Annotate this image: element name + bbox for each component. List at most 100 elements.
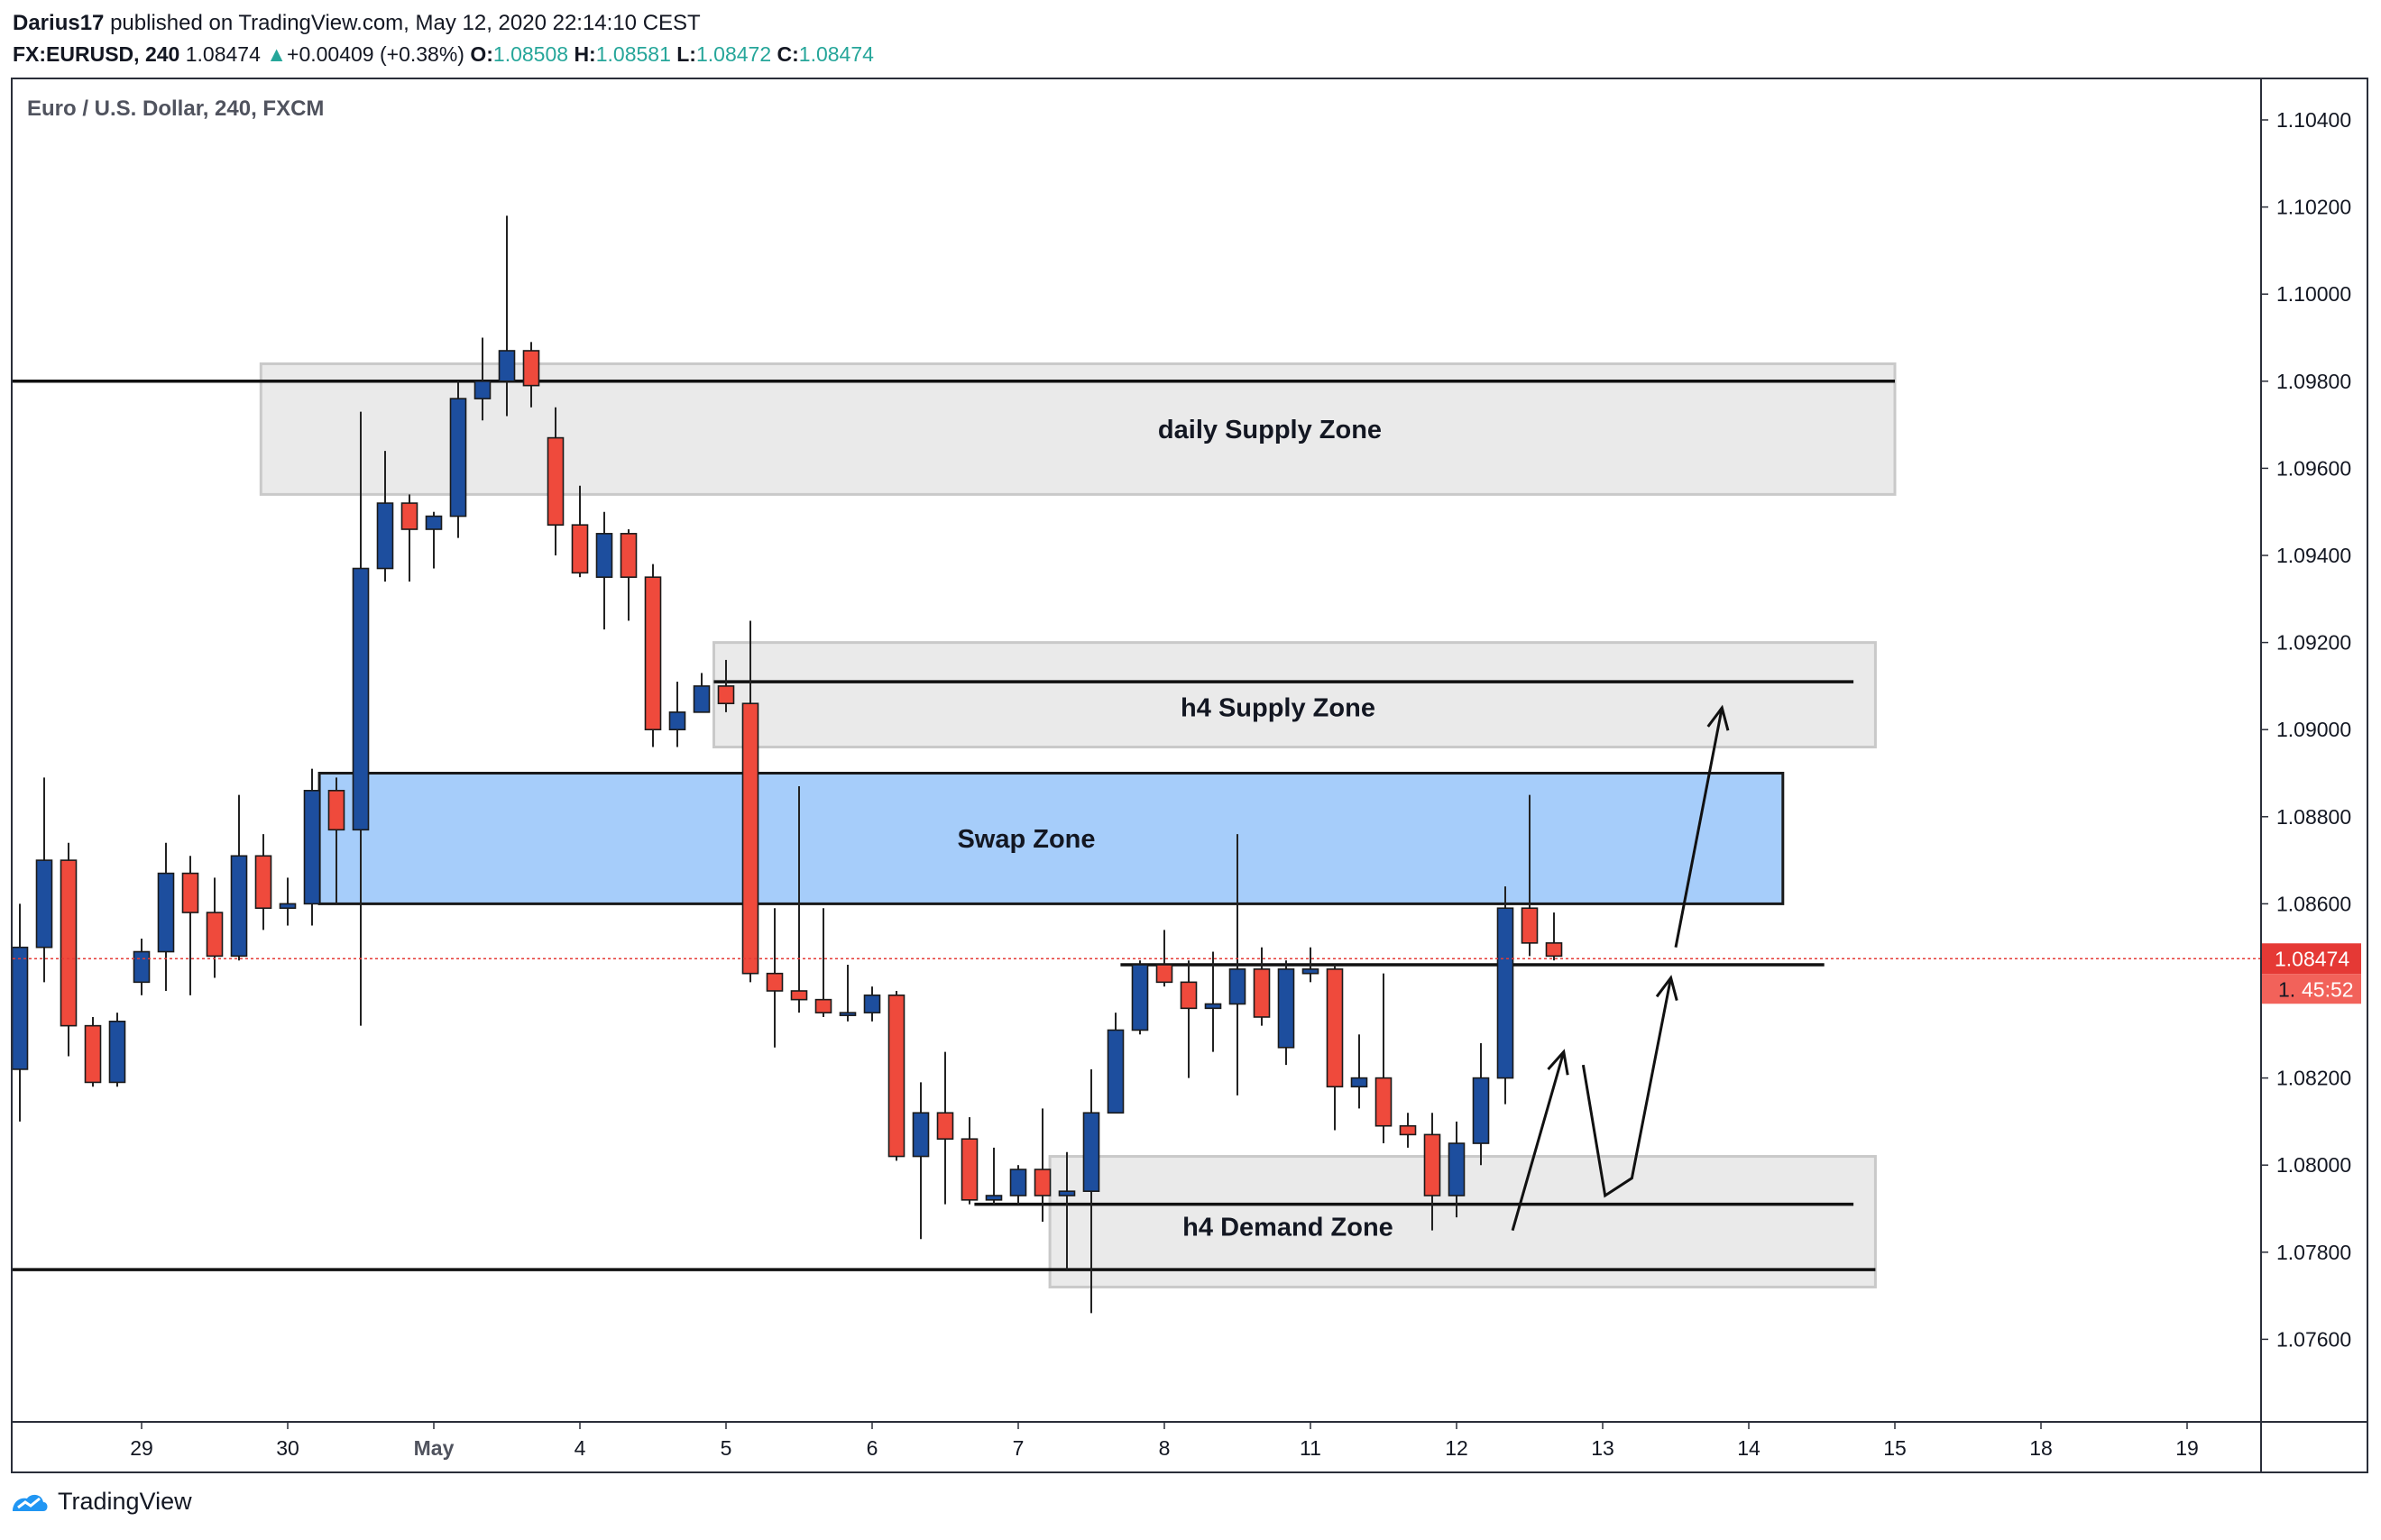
candle[interactable] [961, 1117, 979, 1205]
candle[interactable] [1374, 973, 1393, 1144]
candle-body-down [644, 576, 662, 731]
candle[interactable] [376, 451, 394, 582]
candle[interactable] [1472, 1042, 1490, 1166]
candle[interactable] [839, 965, 857, 1022]
candle[interactable] [717, 659, 735, 712]
projection-arrow-2 [1674, 707, 1724, 948]
candle[interactable] [912, 1082, 930, 1240]
candle[interactable] [181, 856, 199, 995]
candle[interactable] [254, 834, 272, 930]
candle-body-down [887, 995, 906, 1158]
candle[interactable] [425, 511, 443, 569]
candle[interactable] [522, 342, 540, 408]
candle[interactable] [887, 991, 906, 1161]
candle[interactable] [13, 903, 29, 1122]
candle[interactable] [1423, 1113, 1441, 1231]
candle[interactable] [571, 485, 589, 578]
candle[interactable] [352, 411, 370, 1026]
candle-body-down [1521, 907, 1539, 944]
candle[interactable] [108, 1013, 126, 1087]
candle[interactable] [936, 1051, 954, 1205]
y-tick-label: 1.08600 [2276, 892, 2351, 915]
candle[interactable] [1082, 1068, 1100, 1314]
candle[interactable] [1253, 947, 1271, 1026]
candle[interactable] [693, 673, 711, 713]
projection-arrow-1 [1581, 977, 1673, 1198]
candle[interactable] [1204, 951, 1222, 1052]
candle[interactable] [1058, 1151, 1076, 1270]
high-label: H: [574, 42, 596, 66]
candle[interactable] [1301, 947, 1319, 983]
candle[interactable] [1545, 912, 1563, 961]
candle[interactable] [35, 777, 53, 983]
candle[interactable] [1521, 794, 1539, 957]
candle[interactable] [303, 768, 321, 926]
change-up-icon: ▲ [266, 42, 288, 66]
high-value: 1.08581 [595, 42, 671, 66]
candle[interactable] [473, 337, 492, 421]
candle-body-up [1350, 1077, 1368, 1088]
candle[interactable] [741, 620, 759, 983]
candle[interactable] [157, 842, 175, 991]
candle-body-down [60, 859, 78, 1027]
y-tick-label: 1.09200 [2276, 631, 2351, 655]
candle[interactable] [1228, 834, 1246, 1095]
candle-body-up [693, 685, 711, 713]
author-name[interactable]: Darius17 [13, 11, 105, 35]
y-tick-label: 1.07800 [2276, 1241, 2351, 1264]
countdown-tag [2262, 974, 2361, 1004]
candle[interactable] [790, 785, 808, 1013]
candle[interactable] [1326, 965, 1344, 1131]
candle[interactable] [863, 986, 881, 1022]
candle[interactable] [1034, 1108, 1052, 1222]
candle[interactable] [60, 842, 78, 1057]
tradingview-brand: TradingView [58, 1488, 192, 1515]
current-price-value: 1.08474 [2275, 947, 2349, 970]
candle[interactable] [449, 380, 467, 538]
candle-body-down [84, 1024, 102, 1084]
candle[interactable] [547, 407, 565, 555]
candle-body-up [1496, 907, 1514, 1079]
candle[interactable] [327, 777, 345, 904]
candle-body-up [1228, 968, 1246, 1005]
arrow-head-icon [1655, 975, 1678, 1002]
candle-body-down [254, 855, 272, 910]
candle[interactable] [766, 908, 784, 1048]
candle-body-down [181, 872, 199, 913]
candle-body-up [279, 903, 297, 910]
candle[interactable] [206, 877, 224, 978]
candle[interactable] [1155, 930, 1173, 987]
candle[interactable] [1399, 1113, 1417, 1148]
candle-body-up [35, 859, 53, 949]
y-tick-label: 1.10200 [2276, 196, 2351, 219]
candle[interactable] [668, 682, 686, 747]
y-tick-label: 1.08800 [2276, 805, 2351, 829]
candle[interactable] [1448, 1121, 1466, 1218]
candle[interactable] [1131, 960, 1149, 1035]
candle[interactable] [1107, 1013, 1125, 1114]
x-tick-label: 8 [1159, 1436, 1171, 1460]
candle[interactable] [620, 529, 638, 621]
candle[interactable] [84, 1016, 102, 1087]
candle[interactable] [230, 794, 248, 961]
candle[interactable] [400, 494, 418, 582]
candle[interactable] [1496, 886, 1514, 1105]
candle[interactable] [498, 215, 516, 417]
candle[interactable] [814, 908, 832, 1017]
candle-body-up [303, 790, 321, 905]
candle[interactable] [644, 564, 662, 747]
candle[interactable] [279, 877, 297, 926]
candle-body-down [1399, 1124, 1417, 1136]
candle[interactable] [1009, 1165, 1027, 1205]
candle[interactable] [595, 511, 613, 630]
candle[interactable] [1277, 960, 1295, 1066]
x-tick-label: 11 [1300, 1436, 1321, 1460]
zone-rect-2 [317, 772, 1785, 905]
price-chart[interactable]: Euro / U.S. Dollar, 240, FXCM daily Supp… [0, 0, 2381, 1479]
candle[interactable] [1350, 1034, 1368, 1109]
x-tick-label: 30 [276, 1436, 299, 1460]
candle-body-down [1034, 1169, 1052, 1196]
candle[interactable] [1180, 960, 1198, 1078]
candle[interactable] [985, 1147, 1003, 1205]
candle-body-down [961, 1138, 979, 1201]
